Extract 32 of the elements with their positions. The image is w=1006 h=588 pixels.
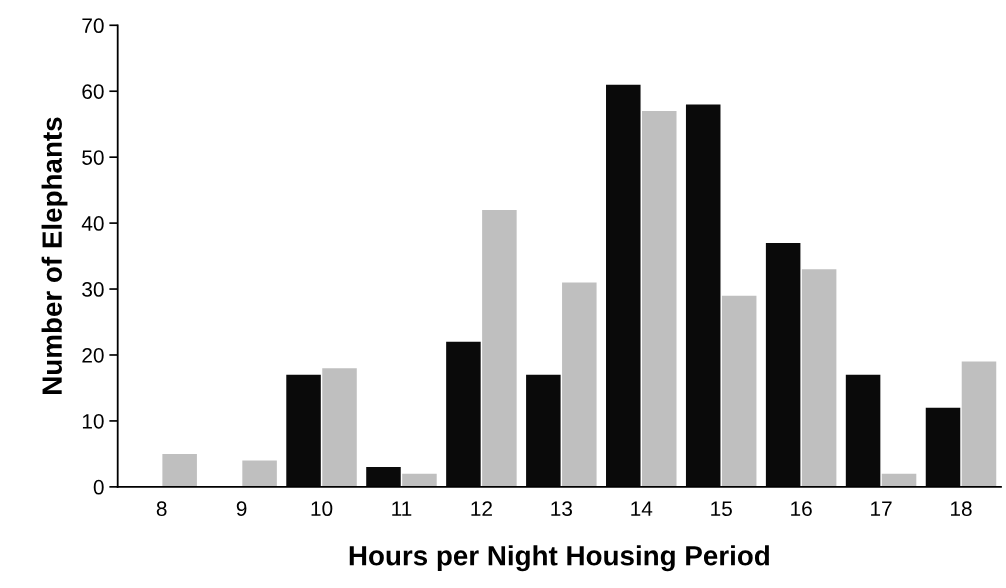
y-tick-label: 70 [82, 18, 104, 34]
x-tick-label: 11 [392, 501, 412, 516]
x-tick-label: 16 [791, 501, 812, 517]
x-tick-label: 8 [156, 501, 167, 517]
bar [721, 295, 757, 487]
y-tick-label: 0 [93, 479, 104, 495]
y-axis-title: Number of Elephants [41, 117, 68, 394]
y-tick-label: 50 [82, 150, 104, 165]
bar [402, 473, 437, 487]
bar [881, 473, 917, 487]
x-tick-label: 9 [236, 501, 247, 517]
y-tick-label: 10 [82, 413, 104, 429]
x-tick-label: 14 [631, 501, 653, 516]
x-tick-label: 12 [471, 501, 492, 516]
bar [801, 269, 837, 487]
x-tick-label: 10 [311, 501, 333, 517]
x-tick-label: 18 [951, 501, 972, 517]
bar [482, 209, 517, 487]
y-tick-label: 40 [81, 216, 104, 231]
y-tick-label: 60 [82, 84, 104, 99]
bar [162, 453, 197, 487]
bar [322, 368, 357, 487]
x-axis-title: Hours per Night Housing Period [349, 545, 769, 572]
x-tick-label: 13 [551, 501, 573, 517]
y-tick-label: 30 [82, 282, 104, 297]
bar [961, 361, 997, 487]
bar [562, 282, 597, 487]
x-tick-label: 17 [871, 501, 892, 516]
x-tick-label: 15 [711, 501, 732, 517]
y-tick-label: 20 [82, 347, 104, 363]
bar [641, 111, 677, 487]
bar [242, 460, 277, 487]
